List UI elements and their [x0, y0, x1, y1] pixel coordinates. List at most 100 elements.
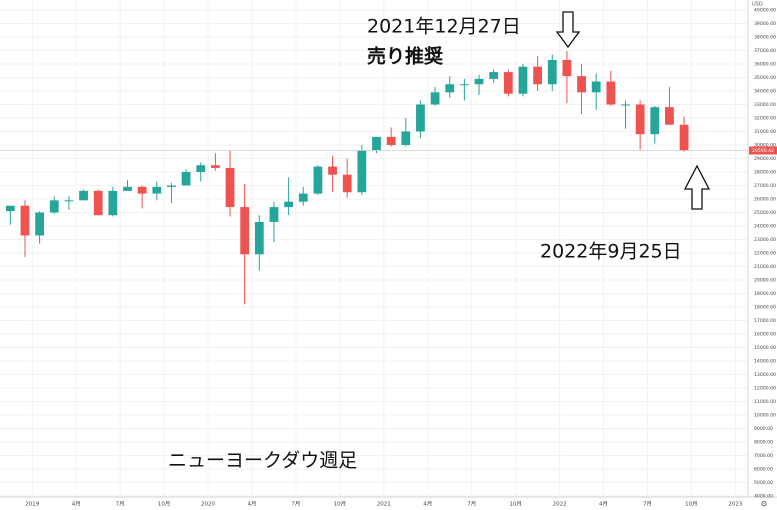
candle-body	[210, 165, 220, 168]
y-tick-label: 39000.00	[754, 21, 776, 27]
y-tick-label: 13000.00	[754, 372, 776, 378]
candle-body	[298, 193, 308, 202]
y-tick-label: 18000.00	[754, 304, 776, 310]
currency-label[interactable]: USD	[752, 2, 763, 8]
x-tick-label: 2021	[377, 502, 391, 508]
candle-body	[35, 212, 45, 236]
x-tick-label: 4月	[423, 501, 432, 508]
settings-icon[interactable]: ⚙	[760, 500, 767, 509]
x-tick-label: 7月	[643, 501, 652, 508]
y-tick-label: 32000.00	[754, 115, 776, 121]
candle-body	[621, 104, 630, 106]
y-tick-label: 26000.00	[754, 196, 776, 202]
x-tick-label: 7月	[116, 501, 125, 508]
candle-body	[401, 131, 411, 145]
y-tick-label: 25000.00	[754, 210, 776, 216]
candle-body	[167, 185, 176, 187]
y-tick-label: 36000.00	[754, 61, 776, 67]
y-tick-label: 7000.00	[754, 453, 773, 459]
annotation: 売り推奨	[367, 45, 444, 68]
x-tick-label: 10月	[509, 501, 522, 508]
candle-body	[49, 200, 59, 213]
up-arrow	[683, 164, 711, 210]
y-tick-label: 30000.00	[754, 142, 776, 148]
x-tick-label: 2023	[728, 502, 742, 508]
x-tick-label: 2022	[553, 502, 567, 508]
candle-body	[225, 167, 235, 208]
x-tick-label: 2020	[201, 502, 215, 508]
candle-body	[679, 124, 689, 151]
candle-body	[254, 221, 264, 255]
candle-body	[93, 190, 103, 216]
candle-body	[20, 205, 30, 236]
candle-body	[430, 92, 440, 105]
y-tick-label: 6000.00	[754, 466, 773, 472]
x-tick-label: 10月	[685, 501, 698, 508]
y-tick-label: 29000.00	[754, 156, 776, 162]
x-tick-label: 7月	[467, 501, 476, 508]
candle-body	[181, 171, 191, 186]
candle-body	[79, 190, 88, 201]
y-tick-label: 21000.00	[754, 264, 776, 270]
y-tick-label: 11000.00	[754, 399, 776, 405]
y-tick-label: 23000.00	[754, 237, 776, 243]
x-tick-label: 7月	[291, 501, 300, 508]
candle-body	[152, 186, 162, 194]
y-tick-label: 24000.00	[754, 223, 776, 229]
y-tick-label: 8000.00	[754, 439, 773, 445]
candle-body	[445, 84, 455, 93]
annotation: 2021年12月27日	[367, 16, 521, 38]
candle-body	[665, 107, 674, 125]
candle-body	[108, 190, 118, 216]
y-tick-label: 10000.00	[754, 412, 776, 418]
candle-body	[562, 59, 572, 77]
candle-body	[547, 59, 557, 85]
x-tick-label: 10月	[158, 501, 171, 508]
y-tick-label: 5000.00	[754, 480, 773, 486]
candle-body	[196, 165, 206, 172]
candle-body	[5, 205, 15, 212]
candle-body	[533, 66, 543, 85]
candle-body	[357, 150, 367, 193]
candle-body	[591, 81, 601, 93]
y-tick-label: 28000.00	[754, 169, 776, 175]
y-tick-label: 16000.00	[754, 331, 776, 337]
annotation: 2022年9月25日	[540, 241, 682, 263]
candle-body	[577, 76, 586, 93]
candle-body	[64, 200, 74, 202]
y-tick-label: 20000.00	[754, 277, 776, 283]
y-tick-label: 40000.00	[754, 7, 776, 13]
candle-body	[386, 136, 396, 145]
chart-title: ニューヨークダウ週足	[168, 450, 357, 472]
x-tick-label: 4月	[72, 501, 81, 508]
x-tick-label: 2019	[25, 502, 39, 508]
candle-body	[489, 72, 499, 79]
y-tick-label: 17000.00	[754, 318, 776, 324]
plot-area: 2019 4月 7月 10月 2020 4月 7月 10月 2021 4月 7月 10月 2022 4月 7…	[0, 0, 748, 508]
x-tick-label: 10月	[334, 501, 347, 508]
candle-body	[635, 104, 645, 135]
down-arrow	[555, 11, 581, 49]
x-tick-label: 4月	[599, 501, 608, 508]
y-tick-label: 15000.00	[754, 345, 776, 351]
candle-body	[328, 166, 337, 175]
candle-body	[342, 174, 352, 193]
candle-body	[503, 72, 513, 94]
candle-body	[459, 84, 469, 86]
x-tick-label: 4月	[248, 501, 257, 508]
y-tick-label: 4000.00	[754, 493, 773, 499]
candle-body	[372, 136, 381, 151]
candle-body	[137, 186, 147, 194]
y-tick-label: 27000.00	[754, 183, 776, 189]
y-tick-label: 14000.00	[754, 358, 776, 364]
candle-body	[650, 107, 660, 135]
candle-body	[313, 166, 323, 194]
y-tick-label: 19000.00	[754, 291, 776, 297]
last-price-label: 29590.42	[752, 148, 774, 154]
candle-body	[474, 78, 484, 85]
last-price-box	[749, 146, 777, 155]
y-tick-label: 9000.00	[754, 426, 773, 432]
y-tick-label: 38000.00	[754, 34, 776, 40]
candle-body	[606, 81, 616, 105]
